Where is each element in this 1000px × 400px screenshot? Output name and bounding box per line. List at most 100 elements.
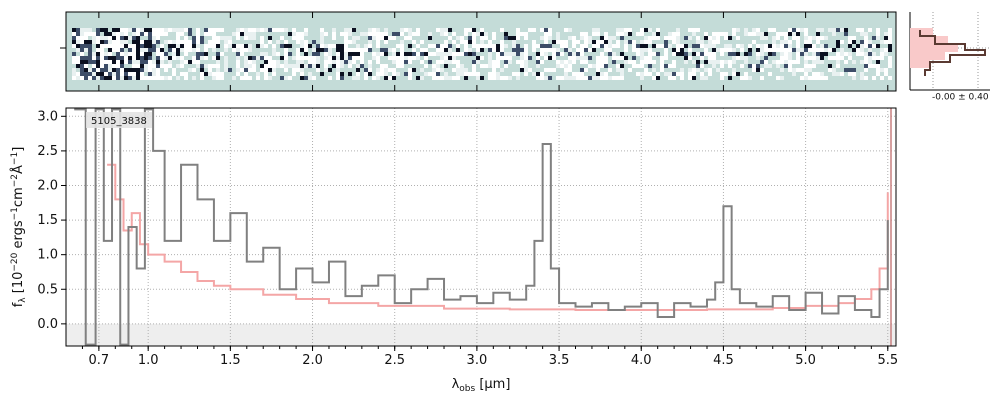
spectrum-2d-pixel: [752, 64, 756, 68]
spectrum-2d-pixel: [688, 56, 692, 60]
spectrum-2d-pixel: [544, 68, 548, 72]
spectrum-2d-pixel: [680, 52, 684, 56]
spectrum-2d-pixel: [460, 52, 464, 56]
object-label: 5105_3838: [91, 116, 147, 127]
spectrum-2d-pixel: [76, 72, 80, 76]
spectrum-2d-pixel: [692, 32, 696, 36]
spectrum-2d-pixel: [260, 56, 264, 60]
spectrum-2d-pixel: [112, 60, 116, 64]
spectrum-2d-pixel: [488, 76, 492, 80]
spectrum-2d-pixel: [632, 44, 636, 48]
spectrum-2d-pixel: [300, 60, 304, 64]
spectrum-2d-pixel: [744, 32, 748, 36]
spectrum-2d-pixel: [356, 48, 360, 52]
spectrum-2d-pixel: [796, 36, 800, 40]
spectrum-2d-pixel: [672, 32, 676, 36]
spectrum-2d-pixel: [92, 76, 96, 80]
spectrum-2d-pixel: [316, 60, 320, 64]
spectrum-2d-pixel: [540, 44, 544, 48]
spectrum-2d-pixel: [760, 48, 764, 52]
spectrum-2d-pixel: [624, 32, 628, 36]
spectrum-2d-pixel: [536, 44, 540, 48]
spectrum-2d-pixel: [564, 64, 568, 68]
spectrum-2d-pixel: [212, 48, 216, 52]
spectrum-2d-pixel: [584, 56, 588, 60]
spectrum-2d-pixel: [488, 40, 492, 44]
spectrum-2d-pixel: [868, 44, 872, 48]
spectrum-2d-pixel: [436, 72, 440, 76]
spectrum-2d-pixel: [700, 76, 704, 80]
spectrum-2d-pixel: [120, 60, 124, 64]
x-tick-label: 0.7: [89, 353, 110, 368]
spectrum-2d-pixel: [144, 68, 148, 72]
spectrum-2d-pixel: [240, 32, 244, 36]
spectrum-2d-pixel: [344, 28, 348, 32]
spectrum-2d-pixel: [620, 68, 624, 72]
spectrum-2d-pixel: [316, 64, 320, 68]
spectrum-2d-pixel: [668, 44, 672, 48]
spectrum-2d-pixel: [856, 28, 860, 32]
spectrum-2d-pixel: [292, 68, 296, 72]
spectrum-2d-pixel: [416, 32, 420, 36]
spectrum-2d-pixel: [348, 52, 352, 56]
spectrum-2d-pixel: [764, 36, 768, 40]
spectrum-2d-pixel: [112, 56, 116, 60]
spectrum-2d-pixel: [196, 56, 200, 60]
spectrum-2d-pixel: [84, 56, 88, 60]
spectrum-2d-pixel: [328, 56, 332, 60]
spectrum-2d-pixel: [680, 68, 684, 72]
spectrum-2d-pixel: [548, 76, 552, 80]
spectrum-2d-pixel: [372, 32, 376, 36]
spectrum-2d-pixel: [776, 48, 780, 52]
spectrum-2d-pixel: [472, 32, 476, 36]
spectrum-2d-pixel: [280, 44, 284, 48]
spectrum-2d-pixel: [592, 28, 596, 32]
spectrum-2d-pixel: [376, 68, 380, 72]
spectrum-2d-pixel: [624, 56, 628, 60]
spectrum-2d-pixel: [624, 48, 628, 52]
spectrum-2d-pixel: [540, 76, 544, 80]
spectrum-2d-pixel: [548, 28, 552, 32]
spectrum-2d-pixel: [804, 52, 808, 56]
spectrum-2d-pixel: [772, 40, 776, 44]
spectrum-2d-pixel: [296, 60, 300, 64]
spectrum-2d-pixel: [128, 72, 132, 76]
spectrum-2d-pixel: [488, 64, 492, 68]
spectrum-2d-pixel: [812, 44, 816, 48]
spectrum-2d-pixel: [132, 64, 136, 68]
spectrum-2d-pixel: [120, 56, 124, 60]
spectrum-2d-pixel: [644, 36, 648, 40]
spectrum-2d-pixel: [236, 68, 240, 72]
spectrum-2d-pixel: [776, 36, 780, 40]
spectrum-2d-pixel: [436, 48, 440, 52]
spectrum-2d-pixel: [320, 48, 324, 52]
spectrum-2d-pixel: [780, 48, 784, 52]
spectrum-2d-pixel: [100, 44, 104, 48]
spectrum-2d-pixel: [596, 40, 600, 44]
spectrum-2d-pixel: [376, 32, 380, 36]
spectrum-2d-pixel: [312, 52, 316, 56]
spectrum-2d-pixel: [804, 28, 808, 32]
spectrum-2d-pixel: [756, 44, 760, 48]
spectrum-2d-pixel: [312, 40, 316, 44]
spectrum-2d-pixel: [392, 68, 396, 72]
spectrum-2d-pixel: [384, 72, 388, 76]
spectrum-2d-pixel: [296, 40, 300, 44]
spectrum-2d-pixel: [820, 52, 824, 56]
spectrum-2d-pixel: [176, 56, 180, 60]
spectrum-2d-pixel: [140, 72, 144, 76]
spectrum-2d-pixel: [248, 68, 252, 72]
spectrum-2d-pixel: [556, 64, 560, 68]
spectrum-2d-pixel: [216, 60, 220, 64]
spectrum-2d-pixel: [320, 72, 324, 76]
spectrum-2d-pixel: [780, 56, 784, 60]
spectrum-2d-pixel: [388, 76, 392, 80]
spectrum-2d-pixel: [252, 36, 256, 40]
spectrum-2d-pixel: [332, 60, 336, 64]
spectrum-2d-pixel: [236, 32, 240, 36]
spectrum-2d-pixel: [544, 32, 548, 36]
spectrum-2d-pixel: [356, 52, 360, 56]
spectrum-2d-pixel: [104, 72, 108, 76]
spectrum-2d-pixel: [576, 56, 580, 60]
spectrum-2d-pixel: [260, 40, 264, 44]
